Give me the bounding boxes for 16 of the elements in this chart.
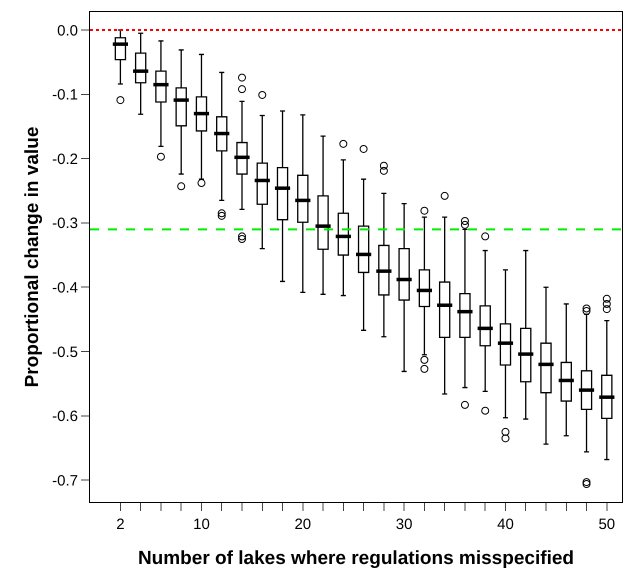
x-tick-label: 20 — [294, 516, 312, 533]
y-tick-label: -0.3 — [52, 215, 78, 232]
y-tick-label: -0.1 — [52, 86, 78, 104]
y-axis-title: Proportional change in value — [22, 126, 43, 388]
x-tick-label: 10 — [193, 516, 210, 533]
y-tick-label: -0.2 — [52, 150, 78, 168]
y-tick-label: -0.4 — [52, 279, 78, 296]
y-tick-label: 0.0 — [57, 22, 78, 40]
x-tick-label: 50 — [598, 516, 616, 533]
x-tick-label: 40 — [497, 516, 514, 533]
y-tick-label: -0.5 — [52, 344, 78, 361]
y-tick-label: -0.7 — [52, 472, 78, 490]
y-tick-label: -0.6 — [52, 408, 78, 426]
x-axis-title: Number of lakes where regulations misspecified — [138, 548, 574, 569]
x-tick-label: 2 — [116, 516, 125, 533]
x-tick-label: 30 — [396, 516, 412, 533]
